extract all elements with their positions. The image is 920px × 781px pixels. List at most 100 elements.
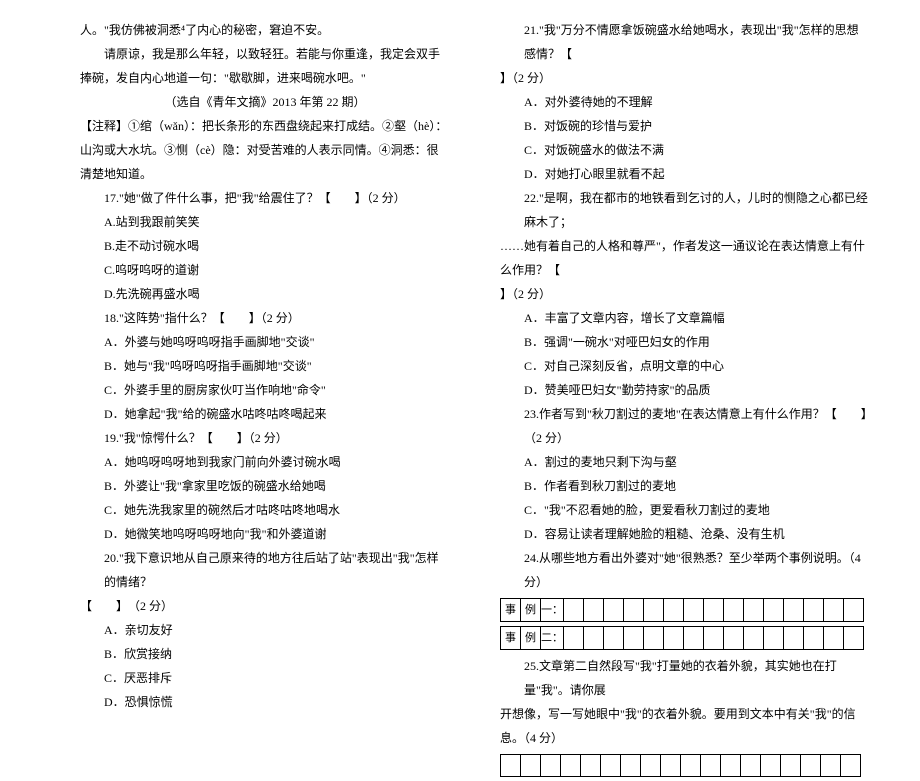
q25-stem-line2: 开想像，写一写她眼中"我"的衣着外貌。要用到文本中有关"我"的信息。（4 分） [500, 702, 870, 750]
q20-stem-line1: 20."我下意识地从自己原来待的地方往后站了站"表现出"我"怎样的情绪？ [80, 546, 450, 594]
grid-cell[interactable] [721, 755, 741, 777]
q18-option-a: A．外婆与她呜呀呜呀指手画脚地"交谈" [80, 330, 450, 354]
q19-option-c: C．她先洗我家里的碗然后才咕咚咕咚地喝水 [80, 498, 450, 522]
q22-option-a: A．丰富了文章内容，增长了文章篇幅 [500, 306, 870, 330]
answer-grid-example-1[interactable]: 事 例 一： [500, 598, 864, 622]
grid-cell-label: 二： [541, 627, 564, 650]
q22-stem-line3: 】（2 分） [500, 282, 870, 306]
q18-option-d: D．她拿起"我"给的碗盛水咕咚咕咚喝起来 [80, 402, 450, 426]
q24-stem: 24.从哪些地方看出外婆对"她"很熟悉？至少举两个事例说明。（4 分） [500, 546, 870, 594]
grid-cell[interactable] [741, 755, 761, 777]
q25-stem-line1: 25.文章第二自然段写"我"打量她的衣着外貌，其实她也在打量"我"。请你展 [500, 654, 870, 702]
q19-option-d: D．她微笑地呜呀呜呀地向"我"和外婆道谢 [80, 522, 450, 546]
right-column: 21."我"万分不情愿拿饭碗盛水给她喝水，表现出"我"怎样的思想感情？【 】（2… [500, 18, 870, 781]
q21-option-a: A．对外婆待她的不理解 [500, 90, 870, 114]
grid-cell[interactable] [781, 755, 801, 777]
grid-cell[interactable] [701, 755, 721, 777]
q18-option-b: B．她与"我"呜呀呜呀指手画脚地"交谈" [80, 354, 450, 378]
q22-option-b: B．强调"一碗水"对哑巴妇女的作用 [500, 330, 870, 354]
grid-cell[interactable] [661, 755, 681, 777]
q21-stem-line2: 】（2 分） [500, 66, 870, 90]
q23-option-d: D．容易让读者理解她脸的粗糙、沧桑、没有生机 [500, 522, 870, 546]
grid-cell[interactable] [501, 755, 521, 777]
grid-cell[interactable] [684, 627, 704, 650]
grid-cell[interactable] [561, 755, 581, 777]
q20-stem-line2: 【 】 （2 分） [80, 594, 450, 618]
grid-cell-label: 事 [501, 627, 521, 650]
grid-cell[interactable] [784, 627, 804, 650]
grid-cell[interactable] [824, 599, 844, 622]
grid-cell[interactable] [604, 627, 624, 650]
grid-cell[interactable] [584, 627, 604, 650]
grid-cell[interactable] [684, 599, 704, 622]
source-citation: （选自《青年文摘》2013 年第 22 期） [80, 90, 450, 114]
q17-stem: 17."她"做了件什么事，把"我"给震住了？【 】（2 分） [80, 186, 450, 210]
grid-cell[interactable] [844, 599, 864, 622]
grid-cell[interactable] [564, 627, 584, 650]
q22-option-d: D．赞美哑巴妇女"勤劳持家"的品质 [500, 378, 870, 402]
grid-cell[interactable] [724, 627, 744, 650]
grid-cell[interactable] [581, 755, 601, 777]
q23-stem: 23.作者写到"秋刀割过的麦地"在表达情意上有什么作用？【 】（2 分） [500, 402, 870, 450]
grid-cell[interactable] [801, 755, 821, 777]
grid-cell-label: 例 [521, 599, 541, 622]
grid-cell[interactable] [564, 599, 584, 622]
q22-stem-line2: ……她有着自己的人格和尊严"，作者发这一通议论在表达情意上有什么作用？【 [500, 234, 870, 282]
grid-cell[interactable] [744, 599, 764, 622]
grid-cell[interactable] [764, 599, 784, 622]
grid-cell[interactable] [844, 627, 864, 650]
grid-cell[interactable] [664, 627, 684, 650]
q17-option-d: D.先洗碗再盛水喝 [80, 282, 450, 306]
q21-stem-line1: 21."我"万分不情愿拿饭碗盛水给她喝水，表现出"我"怎样的思想感情？【 [500, 18, 870, 66]
q19-option-a: A．她呜呀呜呀地到我家门前向外婆讨碗水喝 [80, 450, 450, 474]
q20-option-b: B．欣赏接纳 [80, 642, 450, 666]
page-container: 人。"我仿佛被洞悉⁴了内心的秘密，窘迫不安。 请原谅，我是那么年轻，以致轻狂。若… [80, 18, 870, 781]
left-column: 人。"我仿佛被洞悉⁴了内心的秘密，窘迫不安。 请原谅，我是那么年轻，以致轻狂。若… [80, 18, 450, 781]
q18-stem: 18."这阵势"指什么？【 】（2 分） [80, 306, 450, 330]
grid-cell[interactable] [624, 599, 644, 622]
grid-cell[interactable] [841, 755, 861, 777]
answer-grid-q25-row1[interactable] [500, 754, 861, 777]
q23-option-b: B．作者看到秋刀割过的麦地 [500, 474, 870, 498]
grid-cell-label: 一： [541, 599, 564, 622]
grid-cell[interactable] [664, 599, 684, 622]
grid-cell[interactable] [784, 599, 804, 622]
q21-option-b: B．对饭碗的珍惜与爱护 [500, 114, 870, 138]
q21-option-c: C．对饭碗盛水的做法不满 [500, 138, 870, 162]
grid-cell[interactable] [644, 627, 664, 650]
grid-cell[interactable] [824, 627, 844, 650]
grid-cell[interactable] [681, 755, 701, 777]
grid-cell[interactable] [521, 755, 541, 777]
grid-cell[interactable] [764, 627, 784, 650]
q19-stem: 19."我"惊愕什么？【 】（2 分） [80, 426, 450, 450]
grid-cell[interactable] [704, 599, 724, 622]
q22-stem-line1: 22."是啊，我在都市的地铁看到乞讨的人，儿时的恻隐之心都已经麻木了； [500, 186, 870, 234]
grid-cell[interactable] [724, 599, 744, 622]
grid-cell[interactable] [804, 599, 824, 622]
q22-option-c: C．对自己深刻反省，点明文章的中心 [500, 354, 870, 378]
grid-cell[interactable] [821, 755, 841, 777]
q19-option-b: B．外婆让"我"拿家里吃饭的碗盛水给她喝 [80, 474, 450, 498]
grid-cell[interactable] [641, 755, 661, 777]
q20-option-c: C．厌恶排斥 [80, 666, 450, 690]
grid-cell[interactable] [541, 755, 561, 777]
passage-paragraph: 请原谅，我是那么年轻，以致轻狂。若能与你重逢，我定会双手捧碗，发自内心地道一句：… [80, 42, 450, 90]
grid-cell[interactable] [624, 627, 644, 650]
q17-option-a: A.站到我跟前笑笑 [80, 210, 450, 234]
q20-option-d: D．恐惧惊慌 [80, 690, 450, 714]
grid-cell[interactable] [644, 599, 664, 622]
grid-cell[interactable] [744, 627, 764, 650]
answer-grid-example-2[interactable]: 事 例 二： [500, 626, 864, 650]
passage-line: 人。"我仿佛被洞悉⁴了内心的秘密，窘迫不安。 [80, 18, 450, 42]
grid-cell-label: 事 [501, 599, 521, 622]
grid-cell[interactable] [604, 599, 624, 622]
grid-cell[interactable] [601, 755, 621, 777]
grid-cell[interactable] [761, 755, 781, 777]
grid-cell[interactable] [704, 627, 724, 650]
q23-option-a: A．割过的麦地只剩下沟与壑 [500, 450, 870, 474]
grid-cell[interactable] [621, 755, 641, 777]
q20-option-a: A．亲切友好 [80, 618, 450, 642]
grid-cell[interactable] [584, 599, 604, 622]
grid-cell[interactable] [804, 627, 824, 650]
q17-option-b: B.走不动讨碗水喝 [80, 234, 450, 258]
